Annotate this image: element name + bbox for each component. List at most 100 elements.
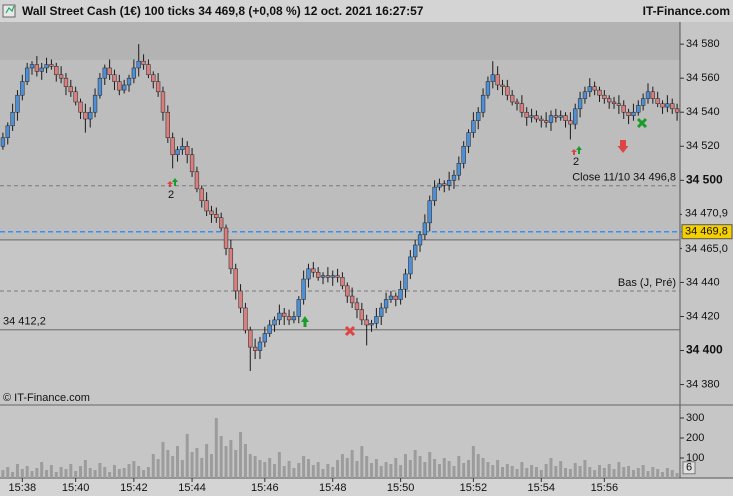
volume-bar	[190, 452, 194, 478]
volume-bar	[670, 470, 674, 478]
volume-bg	[0, 405, 680, 478]
volume-bar	[40, 462, 44, 478]
candle-body	[175, 149, 180, 156]
volume-bar	[302, 456, 306, 478]
axis-label-box	[682, 241, 732, 256]
time-axis-bg	[0, 478, 733, 496]
candle-body	[282, 312, 287, 317]
volume-bar	[219, 436, 223, 478]
candle-body	[340, 277, 345, 287]
volume-bar	[481, 458, 485, 478]
volume-bar	[166, 450, 170, 478]
volume-bar	[214, 418, 218, 478]
volume-bar	[234, 450, 238, 478]
candle-body	[262, 333, 267, 343]
candle-body	[151, 74, 156, 82]
candle-body	[408, 256, 413, 275]
candle-body	[529, 115, 534, 118]
volume-bar	[467, 460, 471, 478]
volume-bar	[520, 462, 524, 478]
candle-body	[602, 94, 607, 99]
candle-body	[146, 64, 151, 76]
candle-body	[495, 74, 500, 86]
volume-bar	[656, 469, 660, 478]
volume-bar	[627, 466, 631, 478]
watermark: © IT-Finance.com	[3, 392, 90, 404]
candle-body	[185, 146, 190, 156]
volume-bar	[568, 469, 572, 478]
volume-bar	[360, 446, 364, 478]
candle-body	[413, 244, 418, 258]
candle-body	[427, 200, 432, 224]
axis-label: 34 465,0	[685, 243, 728, 255]
volume-bar	[35, 468, 39, 478]
candle-body	[359, 309, 364, 321]
volume-bar	[636, 468, 640, 478]
candle-body	[563, 115, 568, 121]
candle-body	[88, 111, 93, 120]
candle-body	[442, 183, 447, 186]
volume-bar	[25, 466, 29, 478]
candle-body	[388, 295, 394, 300]
candle-body	[616, 103, 622, 106]
y-tick-label: 34 500	[686, 172, 723, 186]
candle-body	[432, 186, 437, 201]
signal-arrow	[571, 149, 577, 155]
volume-bar	[423, 462, 427, 478]
volume-bar	[549, 458, 553, 478]
volume-bar	[180, 460, 184, 478]
volume-bar	[98, 463, 102, 478]
candle-body	[519, 103, 525, 113]
candle-body	[233, 268, 238, 292]
volume-bar	[646, 471, 650, 478]
candle-body	[476, 111, 481, 121]
candle-body	[451, 174, 457, 181]
volume-bar	[122, 468, 126, 478]
candle-body	[25, 67, 30, 82]
volume-bar	[622, 467, 626, 478]
volume-bar	[336, 460, 340, 478]
candle-body	[238, 290, 243, 309]
title-icon	[2, 4, 16, 18]
candle-body	[369, 323, 374, 326]
volume-bar	[316, 462, 320, 478]
volume-bar	[74, 471, 78, 478]
x-tick-label: 15:42	[120, 482, 148, 494]
volume-bar	[205, 444, 209, 478]
candle-body	[83, 111, 88, 120]
volume-bar	[365, 456, 369, 478]
candle-body	[306, 268, 311, 280]
volume-bar	[564, 468, 568, 478]
volume-bar	[661, 472, 665, 478]
volume-bar	[292, 468, 296, 478]
volume-bar	[200, 458, 204, 478]
volume-bar	[69, 464, 73, 478]
volume-bar	[59, 467, 63, 478]
candle-body	[316, 271, 321, 278]
volume-bar	[54, 472, 58, 478]
candle-body	[524, 111, 529, 118]
volume-bar	[79, 466, 83, 478]
candle-body	[291, 316, 297, 321]
volume-bar	[11, 472, 15, 478]
volume-tick-label: 100	[686, 452, 704, 464]
volume-bar	[49, 465, 53, 478]
volume-bar	[64, 469, 68, 478]
volume-bar	[408, 460, 412, 478]
y-tick-label: 34 380	[686, 378, 720, 390]
candle-body	[49, 64, 54, 67]
candle-body	[44, 64, 49, 69]
x-tick-label: 15:50	[387, 482, 415, 494]
candle-body	[20, 81, 25, 96]
candle-body	[92, 94, 98, 113]
x-tick-label: 15:38	[9, 482, 37, 494]
volume-bar	[297, 463, 301, 478]
candle-body	[107, 67, 112, 76]
candle-body	[592, 86, 597, 91]
candle-body	[117, 81, 122, 91]
volume-bar	[176, 446, 180, 478]
signal-arrow	[617, 140, 629, 153]
candle-body	[0, 137, 6, 147]
zone-top	[0, 22, 680, 60]
candle-body	[534, 115, 539, 120]
